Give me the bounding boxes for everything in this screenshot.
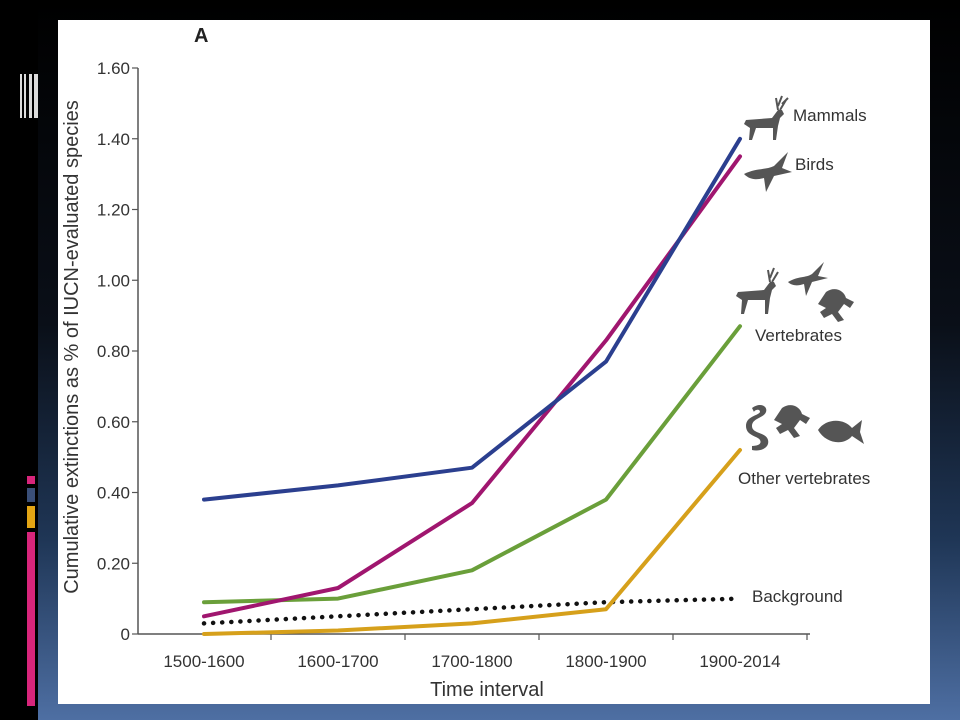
slide-accent-bars: [27, 476, 35, 706]
accent-bar-pink-long: [27, 532, 35, 706]
y-tick-label: 1.60: [97, 59, 130, 78]
x-tick-label: 1800-1900: [565, 652, 646, 671]
y-tick-label: 0.60: [97, 413, 130, 432]
accent-bar-gold: [27, 506, 35, 528]
deer-bird-frog-icon: [736, 262, 854, 322]
snake-icon: [746, 405, 769, 451]
y-tick-labels: 0 0.20 0.40 0.60 0.80 1.00 1.20 1.40 1.60: [97, 59, 130, 644]
y-tick-label: 0.80: [97, 342, 130, 361]
y-tick-label: 1.20: [97, 201, 130, 220]
background-line: [201, 596, 743, 626]
other-vertebrates-line: [202, 448, 742, 636]
y-tick-label: 0.20: [97, 554, 130, 573]
frog-icon: [818, 289, 854, 322]
x-tick-label: 1500-1600: [163, 652, 244, 671]
bird-icon: [744, 152, 792, 192]
deer-icon: [744, 95, 789, 140]
y-tick-label: 1.40: [97, 130, 130, 149]
accent-bar-pink: [27, 476, 35, 484]
y-axis-title: Cumulative extinctions as % of IUCN-eval…: [61, 100, 83, 594]
vertebrates-line: [202, 324, 742, 605]
series-lines: [201, 136, 743, 636]
x-tick-label: 1900-2014: [699, 652, 780, 671]
background-label: Background: [752, 587, 843, 606]
x-axis-title: Time interval: [430, 679, 544, 701]
accent-bar-blue: [27, 488, 35, 502]
deer-icon: [736, 267, 779, 314]
panel-label: A: [194, 25, 208, 47]
birds-label: Birds: [795, 155, 834, 174]
x-tick-label: 1700-1800: [431, 652, 512, 671]
frog-icon: [774, 405, 810, 438]
vertebrates-label: Vertebrates: [755, 326, 842, 345]
bird-icon: [788, 262, 828, 296]
fish-icon: [818, 420, 864, 444]
mammals-line: [202, 136, 742, 502]
extinction-line-chart: A 0 0.20 0.40 0.60 0.80 1.00 1.20 1.40 1.60 1500…: [61, 25, 870, 701]
y-tick-label: 1.00: [97, 271, 130, 290]
other-vertebrates-label: Other vertebrates: [738, 469, 870, 488]
x-tick-labels: 1500-1600 1600-1700 1700-1800 1800-1900 1900…: [163, 652, 780, 671]
axes: [132, 67, 810, 640]
slide-decoration-lines: [18, 74, 40, 118]
figure-panel: A 0 0.20 0.40 0.60 0.80 1.00 1.20 1.40 1.60 1500…: [58, 20, 930, 704]
y-tick-label: 0.40: [97, 484, 130, 503]
snake-frog-fish-icon: [746, 405, 864, 451]
mammals-label: Mammals: [793, 106, 867, 125]
y-tick-label: 0: [121, 625, 130, 644]
x-tick-label: 1600-1700: [297, 652, 378, 671]
